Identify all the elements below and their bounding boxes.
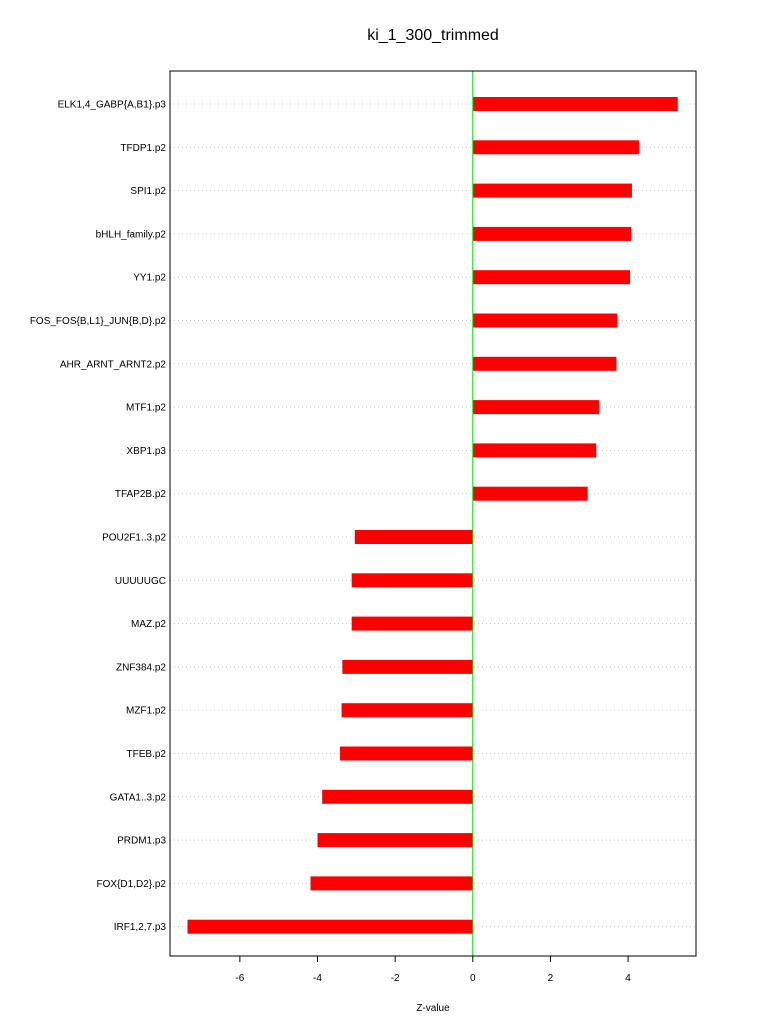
bar: [472, 226, 632, 241]
bar: [472, 486, 588, 501]
bar: [472, 400, 599, 415]
bar: [310, 876, 473, 891]
category-label: GATA1..3.p2: [110, 792, 167, 803]
x-tick-label: 2: [548, 973, 554, 984]
bar: [472, 443, 597, 458]
chart-title: ki_1_300_trimmed: [367, 27, 499, 44]
bar: [472, 356, 617, 371]
x-tick-label: -6: [235, 973, 244, 984]
x-tick-label: 4: [625, 973, 631, 984]
category-label: AHR_ARNT_ARNT2.p2: [60, 359, 167, 370]
category-label: YY1.p2: [133, 273, 166, 284]
bar: [351, 616, 473, 631]
bar: [351, 573, 473, 588]
category-label: UUUUUGC: [115, 576, 166, 587]
category-label: MTF1.p2: [126, 403, 166, 414]
category-label: MAZ.p2: [131, 619, 166, 630]
category-label: XBP1.p3: [127, 446, 167, 457]
category-labels: ELK1,4_GABP{A,B1}.p3 TFDP1.p2 SPI1.p2 bHLH_…: [30, 100, 167, 934]
category-label: PRDM1.p3: [117, 836, 166, 847]
x-tick-label: 0: [470, 973, 476, 984]
category-label: ZNF384.p2: [116, 662, 166, 673]
category-label: SPI1.p2: [130, 186, 166, 197]
category-label: FOX{D1,D2}.p2: [97, 879, 167, 890]
bar: [341, 703, 473, 718]
bar: [472, 97, 678, 111]
category-label: TFEB.p2: [127, 749, 167, 760]
x-axis-ticks: -6 -4 -2 0 2 4: [235, 955, 631, 984]
bar: [472, 140, 639, 155]
x-tick-label: -2: [391, 973, 400, 984]
bar: [472, 270, 631, 285]
x-axis-title: Z-value: [416, 1003, 450, 1014]
bar: [340, 746, 473, 761]
bar: [322, 789, 473, 804]
bar: [472, 183, 632, 198]
category-label: TFDP1.p2: [120, 143, 166, 154]
category-label: FOS_FOS{B,L1}_JUN{B,D}.p2: [30, 316, 167, 327]
bar: [342, 659, 473, 674]
category-label: MZF1.p2: [126, 706, 166, 717]
bar: [354, 530, 473, 544]
bars: [187, 71, 678, 956]
plot-frame: [169, 70, 697, 957]
x-tick-label: -4: [313, 973, 322, 984]
bar: [472, 313, 618, 328]
bar: [187, 919, 473, 934]
category-label: bHLH_family.p2: [96, 229, 167, 240]
category-label: TFAP2B.p2: [115, 489, 167, 500]
category-label: IRF1,2,7.p3: [114, 922, 167, 933]
category-label: POU2F1..3.p2: [102, 533, 166, 544]
category-label: ELK1,4_GABP{A,B1}.p3: [58, 100, 167, 111]
bar: [317, 833, 473, 848]
